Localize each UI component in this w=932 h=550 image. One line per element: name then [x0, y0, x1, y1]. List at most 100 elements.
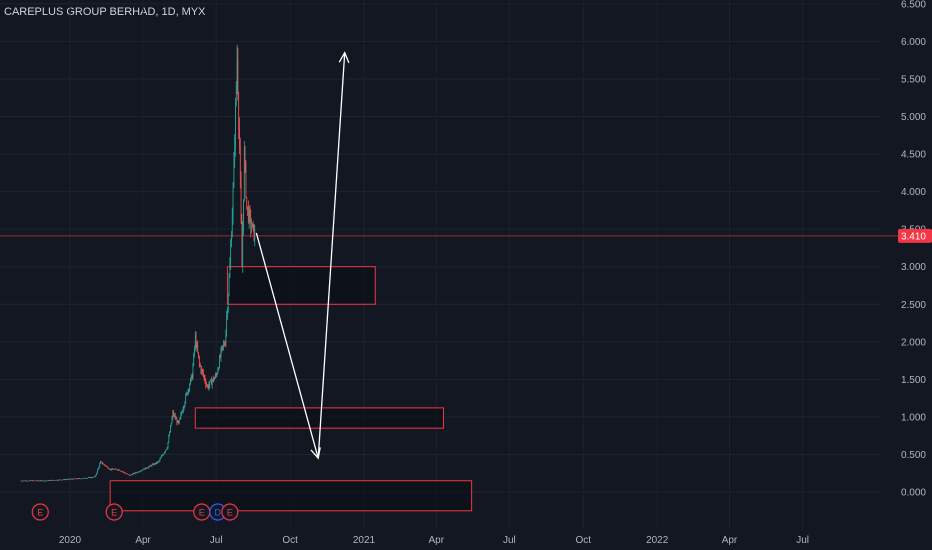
candle-body [96, 473, 97, 476]
event-marker[interactable] [221, 503, 239, 521]
candle-body [217, 369, 219, 374]
y-tick-label: 6.000 [901, 37, 926, 48]
candle-body [71, 478, 72, 480]
event-label: E [227, 508, 233, 518]
event-marker[interactable] [105, 503, 123, 521]
candle-body [75, 478, 76, 480]
candle-body [195, 335, 197, 347]
x-tick-label: 2022 [646, 535, 669, 546]
candle-body [161, 455, 162, 458]
candle-body [176, 418, 178, 423]
candle-body [129, 474, 130, 476]
candle-body [109, 469, 111, 470]
candle-body [211, 379, 212, 385]
candle-body [225, 330, 227, 346]
y-tick-label: 4.500 [901, 150, 926, 161]
candle-body [144, 468, 146, 470]
candle-body [87, 477, 89, 479]
support-zone [226, 266, 376, 305]
candle-body [115, 468, 117, 470]
candle-body [145, 467, 146, 470]
candle-body [110, 469, 112, 470]
candle-body [215, 374, 217, 376]
candle-body [199, 363, 201, 367]
candle-body [162, 455, 163, 456]
candle-body [128, 474, 129, 475]
candle-body [56, 479, 58, 481]
event-label: E [111, 508, 117, 518]
candle-body [211, 380, 213, 385]
candles-layer [0, 44, 898, 482]
candle-body [189, 384, 191, 390]
y-tick-label: 0.000 [901, 488, 926, 499]
candle-body [43, 480, 45, 482]
candle-body [247, 206, 248, 208]
candle-body [23, 480, 24, 482]
candle-body [250, 215, 252, 229]
candle-body [93, 476, 95, 478]
last-price-label: 3.410 [901, 231, 926, 242]
candle-body [231, 236, 232, 247]
candle-body [127, 473, 129, 475]
candle-body [236, 58, 238, 85]
candle-body [252, 223, 254, 225]
candle-body [100, 461, 101, 464]
candle-body [141, 469, 143, 471]
candle-body [76, 478, 78, 480]
candle-body [214, 377, 215, 381]
candle-body [83, 477, 85, 479]
candle-body [84, 477, 85, 479]
candle-body [149, 465, 151, 467]
candle-body [232, 187, 234, 215]
candle-body [212, 377, 214, 381]
candle-body [43, 480, 44, 482]
candle-body [208, 385, 210, 388]
candle-body [173, 411, 174, 416]
candle-body [133, 473, 134, 474]
candle-body [76, 478, 77, 480]
candle-body [130, 474, 132, 476]
candle-body [29, 480, 31, 481]
y-tick-label: 0.500 [901, 450, 926, 461]
candle-body [70, 478, 72, 480]
candle-body [23, 480, 25, 482]
candle-body [101, 461, 103, 464]
time-axis[interactable]: 2020 Apr Jul Oct 2021 Apr Jul Oct 2022 Apr Jul [59, 535, 809, 546]
candle-body [31, 480, 33, 482]
candle-body [73, 478, 75, 480]
candle-body [39, 480, 41, 482]
candle-body [60, 479, 61, 481]
y-tick-label: 2.000 [901, 337, 926, 348]
y-tick-label: 1.000 [901, 412, 926, 423]
candle-body [172, 411, 174, 418]
candle-body [219, 356, 221, 358]
candle-body [81, 478, 83, 480]
candle-body [226, 316, 227, 331]
candle-body [243, 148, 245, 200]
price-axis[interactable]: 6.5006.0005.5005.0004.5004.0003.5003.000… [898, 0, 932, 499]
candle-body [248, 210, 250, 222]
candle-body [198, 357, 200, 364]
candle-body [253, 224, 255, 240]
candle-body [46, 480, 48, 482]
y-tick-label: 6.500 [901, 0, 926, 10]
last-price-badge[interactable] [898, 228, 932, 243]
candle-body [235, 103, 236, 146]
candle-body [92, 476, 94, 478]
candle-body [170, 426, 171, 433]
support-zone [109, 480, 473, 512]
candle-body [78, 478, 80, 479]
trend-arrow-head [338, 51, 350, 64]
candle-body [141, 470, 142, 472]
candle-body [31, 480, 32, 482]
candle-body [21, 480, 23, 482]
candle-body [47, 480, 49, 481]
candle-body [34, 480, 36, 482]
event-marker[interactable] [31, 503, 49, 521]
candle-body [112, 468, 113, 470]
candle-body [105, 466, 107, 467]
candle-body [57, 480, 59, 481]
candle-body [179, 417, 181, 420]
